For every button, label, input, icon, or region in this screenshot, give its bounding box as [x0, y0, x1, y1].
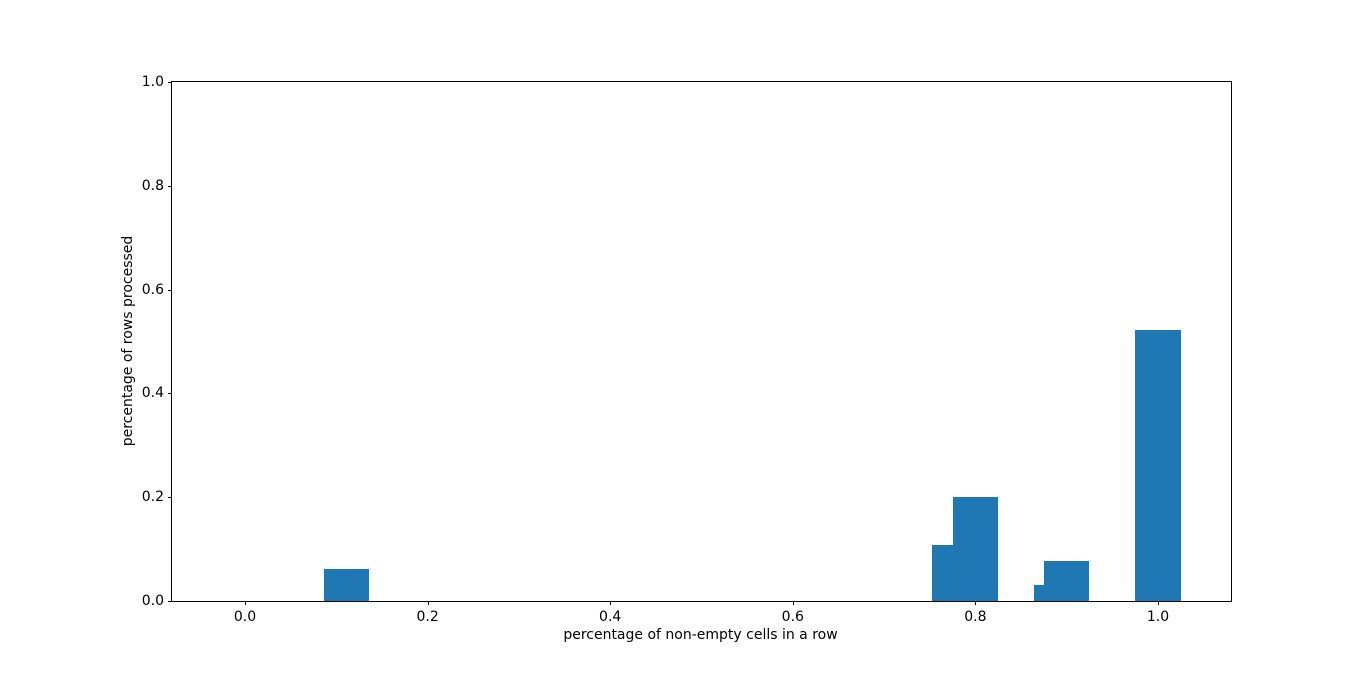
x-tick-label: 0.2	[416, 609, 439, 625]
y-tick-label: 0.4	[141, 385, 164, 402]
y-tick-label: 0.0	[141, 593, 164, 609]
x-tick-label: 0.4	[599, 609, 622, 625]
x-tick-mark	[610, 601, 612, 605]
bar	[952, 497, 999, 601]
x-tick-label: 1.0	[1146, 609, 1170, 625]
y-axis-label: percentage of rows processed	[120, 235, 136, 446]
bar	[323, 569, 370, 601]
y-tick-mark	[168, 393, 172, 395]
x-tick-mark	[975, 601, 977, 605]
y-tick-label: 0.2	[141, 489, 164, 506]
bar	[1043, 561, 1090, 601]
y-tick-label: 1.0	[141, 74, 164, 90]
y-tick-label: 0.8	[141, 177, 164, 194]
plot-area: 0.0 0.2 0.4 0.6 0.8 1.0 0.0 0.2 0.4 0.6 0.8 1.0	[142, 74, 1232, 625]
x-tick-label: 0.0	[233, 609, 257, 625]
x-tick-label: 0.8	[964, 609, 987, 625]
x-tick-mark	[427, 601, 429, 605]
x-tick-mark	[792, 601, 794, 605]
y-tick-label: 0.6	[141, 281, 164, 298]
y-tick-mark	[168, 289, 172, 291]
bar	[1135, 329, 1181, 601]
x-tick-label: 0.6	[781, 609, 804, 625]
y-tick-mark	[168, 82, 172, 83]
y-tick-mark	[168, 601, 172, 602]
x-tick-mark	[1158, 601, 1159, 605]
y-tick-mark	[168, 185, 172, 187]
y-tick-mark	[168, 497, 172, 499]
x-tick-mark	[245, 601, 246, 605]
x-axis-label: percentage of non-empty cells in a row	[563, 627, 838, 643]
